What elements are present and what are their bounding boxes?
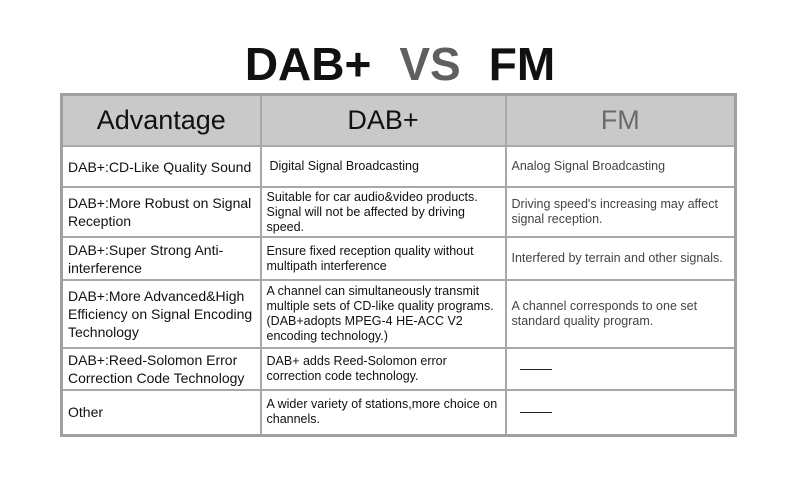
table-row: Other A wider variety of stations,more c… (60, 389, 737, 436)
advantage-cell: DAB+:More Robust on Signal Reception (60, 186, 262, 238)
advantage-cell: DAB+:Super Strong Anti-interference (60, 236, 262, 281)
advantage-cell: DAB+:CD-Like Quality Sound (60, 145, 262, 188)
header-dab: DAB+ (259, 93, 507, 147)
title-dab: DAB+ (244, 38, 372, 90)
title-vs: VS (399, 38, 461, 90)
fm-cell: A channel corresponds to one set standar… (504, 279, 737, 349)
fm-cell: Analog Signal Broadcasting (504, 145, 737, 188)
dab-cell: Ensure fixed reception quality without m… (259, 236, 507, 281)
dab-cell: Digital Signal Broadcasting (259, 145, 507, 188)
header-advantage: Advantage (60, 93, 262, 147)
page-title: DAB+ VS FM (0, 38, 800, 90)
fm-cell (504, 347, 737, 391)
dab-cell: Suitable for car audio&video products. S… (259, 186, 507, 238)
fm-cell (504, 389, 737, 436)
advantage-cell: DAB+:More Advanced&High Efficiency on Si… (60, 279, 262, 349)
table-row: DAB+:Super Strong Anti-interference Ensu… (60, 236, 737, 281)
advantage-cell: DAB+:Reed-Solomon Error Correction Code … (60, 347, 262, 391)
dab-cell: A channel can simultaneously transmit mu… (259, 279, 507, 349)
dab-cell: A wider variety of stations,more choice … (259, 389, 507, 436)
advantage-cell: Other (60, 389, 262, 436)
dash-icon (519, 368, 552, 370)
table-row: DAB+:More Robust on Signal Reception Sui… (60, 186, 737, 238)
table-row: DAB+:CD-Like Quality Sound Digital Signa… (60, 145, 737, 188)
table-row: DAB+:More Advanced&High Efficiency on Si… (60, 279, 737, 349)
dash-icon (519, 411, 552, 413)
table-row: DAB+:Reed-Solomon Error Correction Code … (60, 347, 737, 391)
fm-cell: Driving speed's increasing may affect si… (504, 186, 737, 238)
header-row: Advantage DAB+ FM (60, 93, 737, 147)
fm-cell: Interfered by terrain and other signals. (504, 236, 737, 281)
title-fm: FM (488, 38, 556, 90)
header-fm: FM (504, 93, 737, 147)
dab-cell: DAB+ adds Reed-Solomon error correction … (259, 347, 507, 391)
comparison-table: Advantage DAB+ FM DAB+:CD-Like Quality S… (60, 93, 737, 437)
